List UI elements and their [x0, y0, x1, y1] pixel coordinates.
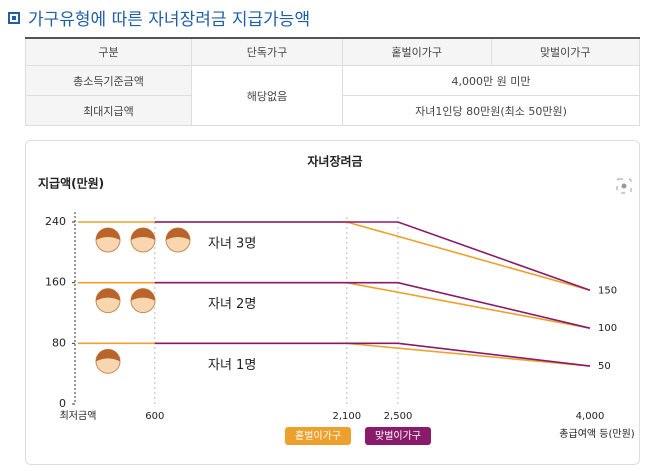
th: 맞벌이가구: [490, 37, 640, 66]
hair: [166, 228, 190, 240]
line: [78, 281, 591, 329]
y-tick-label: 160: [45, 276, 66, 289]
hair: [96, 288, 120, 301]
legend-item: 홑벌이가구: [285, 427, 351, 445]
chart-box: [25, 140, 640, 465]
th: 구분: [25, 37, 192, 66]
line: [154, 342, 591, 367]
annotation: 자녀 1명: [208, 358, 256, 373]
child-icon: [95, 227, 121, 253]
td: 자녀1인당 80만원(최소 50만원): [342, 95, 640, 126]
end-value-label: 100: [598, 323, 617, 334]
line: [154, 281, 591, 329]
x-tick-label: 2,500: [384, 411, 413, 422]
annotation: 자녀 2명: [208, 297, 256, 312]
annotation: 자녀 3명: [208, 237, 256, 252]
legend-label: 맞벌이가구: [375, 430, 421, 442]
td: 해당없음: [191, 65, 343, 126]
line: [154, 221, 591, 292]
y-tick-label: 80: [52, 336, 66, 349]
child-icon: [95, 348, 121, 374]
th: 단독가구: [191, 37, 343, 66]
chart-title: 자녀장려금: [307, 154, 362, 169]
x-tick-label: 최저금액: [60, 410, 97, 422]
end-value-label: 50: [598, 361, 611, 372]
child-icon: [130, 227, 156, 253]
title-text: 가구유형에 따른 자녀장려금 지급가능액: [28, 10, 311, 30]
td: 총소득기준금액: [25, 65, 192, 96]
legend-swatch: [285, 427, 351, 445]
th: 홑벌이가구: [342, 37, 492, 66]
y-axis-label: 지급액(만원): [38, 176, 104, 191]
x-axis-label: 총급여액 등(만원): [559, 428, 634, 440]
child-icon: [130, 288, 156, 314]
y-tick-label: 240: [45, 215, 66, 228]
hair: [131, 288, 155, 301]
child-icon: [165, 227, 191, 253]
x-tick-label: 2,100: [332, 411, 361, 422]
end-value-label: 150: [598, 285, 617, 296]
hair: [131, 228, 155, 240]
legend-item: 맞벌이가구: [365, 427, 431, 445]
expand-icon[interactable]: [616, 178, 632, 194]
legend-swatch: [365, 427, 431, 445]
title-icon: [8, 11, 20, 24]
page-title: 가구유형에 따른 자녀장려금 지급가능액: [8, 5, 310, 30]
legend-label: 홑벌이가구: [295, 429, 341, 442]
td: 4,000만 원 미만: [342, 65, 640, 96]
y-tick-label: 0: [59, 397, 66, 410]
td: 최대지급액: [25, 95, 192, 126]
hair: [96, 349, 120, 362]
hair: [96, 228, 120, 240]
x-tick-label: 600: [145, 411, 164, 422]
child-icon: [95, 288, 121, 314]
x-tick-label: 4,000: [576, 411, 605, 422]
info-table: 구분 단독가구 홑벌이가구 맞벌이가구 총소득기준금액 해당없음 4,000만 원 미만 …: [25, 37, 640, 126]
